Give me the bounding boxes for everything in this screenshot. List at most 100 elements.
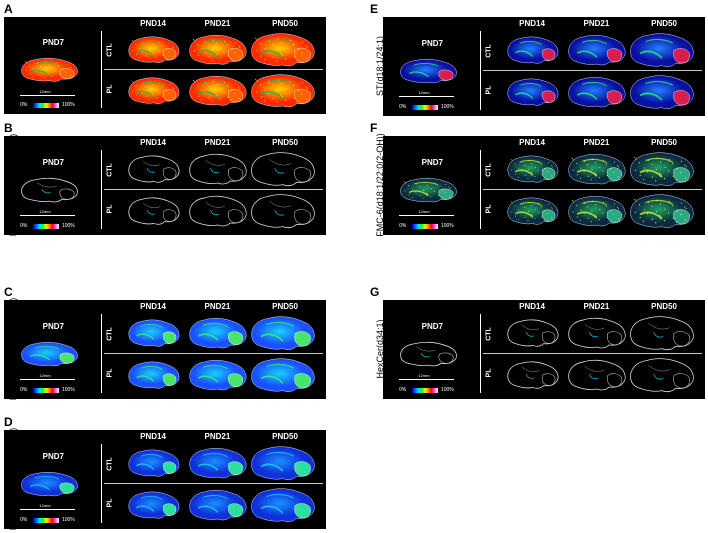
colorbar	[32, 102, 59, 108]
panel-letter-d: D	[4, 415, 13, 429]
brain-section	[499, 31, 567, 69]
pnd7-title: PND7	[421, 38, 443, 48]
brain-section	[563, 150, 631, 188]
panel-letter-a: A	[4, 2, 13, 16]
brain-section	[628, 73, 696, 111]
brain-section	[120, 486, 188, 524]
brain-section	[249, 31, 317, 68]
brain-section	[499, 356, 567, 394]
panel-c: PND14 PND21 PND50 PND7 CTL PL 12mm 0% 100%	[4, 300, 326, 399]
scale-bar-label: 12mm	[39, 373, 51, 379]
column-title-pnd21: PND21	[204, 19, 231, 28]
colorbar-min-label: 0%	[399, 104, 407, 111]
colorbar	[411, 387, 438, 393]
column-title-pnd50: PND50	[651, 138, 677, 147]
group-divider	[100, 443, 102, 524]
panel-letter-f: F	[370, 121, 378, 135]
brain-section	[14, 174, 85, 206]
colorbar-min-label: 0%	[20, 387, 28, 394]
group-divider	[479, 30, 481, 111]
row-separator	[482, 353, 702, 355]
brain-section	[120, 192, 188, 230]
brain-section	[120, 72, 188, 109]
colorbar-max-label: 100%	[61, 102, 75, 109]
colorbar-min-label: 0%	[399, 387, 407, 394]
group-divider	[100, 313, 102, 394]
column-title-pnd50: PND50	[272, 302, 298, 311]
row-label-ctl: CTL	[106, 162, 114, 177]
column-title-pnd21: PND21	[204, 432, 231, 441]
row-label-pl: PL	[485, 368, 493, 378]
scale-bar-label: 12mm	[39, 209, 51, 215]
pnd7-title: PND7	[42, 157, 64, 167]
brain-section	[499, 150, 567, 188]
pnd7-title: PND7	[42, 38, 64, 48]
brain-section	[249, 314, 317, 352]
colorbar-max-label: 100%	[61, 517, 75, 524]
brain-section	[563, 356, 631, 394]
pnd7-title: PND7	[42, 321, 64, 331]
scale-bar-label: 12mm	[39, 88, 51, 94]
column-title-pnd50: PND50	[272, 138, 298, 147]
row-separator	[103, 483, 323, 485]
row-label-pl: PL	[106, 498, 114, 508]
scale-bar	[20, 215, 75, 217]
brain-section	[184, 486, 252, 524]
pnd7-title: PND7	[42, 451, 64, 461]
scale-bar	[20, 94, 75, 96]
column-title-pnd14: PND14	[519, 138, 545, 147]
row-separator	[103, 189, 323, 191]
group-divider	[100, 149, 102, 230]
brain-section	[249, 486, 317, 524]
panel-a: PND14 PND21 PND50 PND7 CTL PL 12mm 0% 100%	[4, 17, 326, 114]
column-title-pnd50: PND50	[272, 19, 298, 28]
brain-section	[563, 73, 631, 111]
row-label-pl: PL	[485, 204, 493, 214]
group-divider	[479, 313, 481, 394]
column-title-pnd21: PND21	[583, 138, 610, 147]
brain-section	[120, 150, 188, 188]
brain-section	[120, 314, 188, 352]
row-separator	[103, 353, 323, 355]
brain-section	[249, 72, 317, 109]
column-title-pnd14: PND14	[519, 19, 545, 28]
scale-bar	[399, 379, 454, 381]
brain-section	[184, 314, 252, 352]
column-title-pnd21: PND21	[204, 138, 231, 147]
brain-section	[499, 73, 567, 111]
brain-section	[628, 356, 696, 394]
colorbar-max-label: 100%	[440, 387, 454, 394]
panel-e: PND14 PND21 PND50 PND7 CTL PL 12mm 0% 100%	[383, 17, 705, 116]
column-title-pnd50: PND50	[651, 19, 677, 28]
brain-section	[249, 444, 317, 482]
scale-bar	[399, 215, 454, 217]
row-label-pl: PL	[485, 85, 493, 95]
panel-letter-e: E	[370, 2, 379, 16]
brain-section	[120, 444, 188, 482]
group-divider	[479, 149, 481, 230]
brain-section	[120, 31, 188, 68]
row-separator	[103, 69, 323, 71]
column-title-pnd21: PND21	[204, 302, 231, 311]
column-title-pnd14: PND14	[519, 302, 545, 311]
brain-section	[563, 31, 631, 69]
brain-section	[499, 314, 567, 352]
scale-bar	[20, 379, 75, 381]
brain-section	[628, 314, 696, 352]
panel-g: PND14 PND21 PND50 PND7 CTL PL 12mm 0% 100%	[383, 300, 705, 399]
colorbar-min-label: 0%	[20, 102, 28, 109]
row-label-ctl: CTL	[106, 43, 114, 57]
colorbar	[32, 387, 59, 393]
brain-section	[628, 31, 696, 69]
colorbar-max-label: 100%	[440, 104, 454, 111]
column-title-pnd21: PND21	[583, 19, 610, 28]
row-separator	[482, 70, 702, 72]
brain-section	[628, 150, 696, 188]
pnd7-title: PND7	[421, 157, 443, 167]
brain-section	[184, 356, 252, 394]
scale-bar-label: 12mm	[418, 373, 430, 379]
colorbar-max-label: 100%	[440, 223, 454, 230]
brain-section	[249, 150, 317, 188]
brain-section	[14, 54, 85, 85]
row-separator	[482, 189, 702, 191]
